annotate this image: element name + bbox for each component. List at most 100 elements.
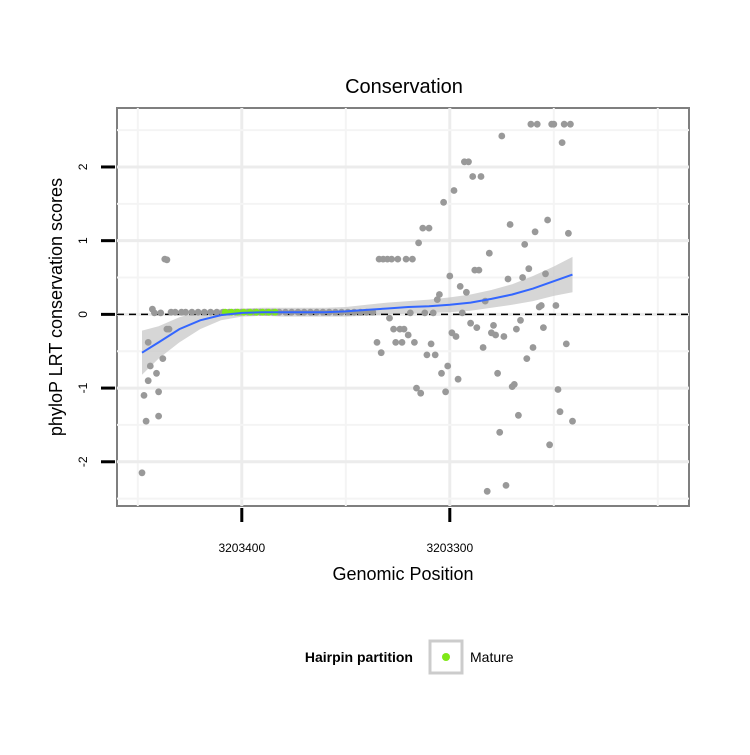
data-point	[438, 369, 445, 377]
data-point	[562, 340, 570, 348]
data-point	[431, 351, 439, 359]
data-point	[163, 256, 171, 264]
data-point	[552, 302, 560, 309]
data-point	[429, 309, 437, 317]
data-point	[436, 291, 443, 298]
data-point	[390, 325, 397, 333]
axes-layer: -2 -1 0 1 2 3203400 3203300	[76, 163, 473, 555]
data-point	[377, 349, 385, 357]
data-point	[537, 302, 545, 309]
data-point	[159, 355, 167, 362]
data-point	[392, 339, 400, 346]
data-point	[425, 224, 433, 232]
data-point	[533, 120, 541, 128]
data-point	[544, 216, 551, 224]
y-tick-label: -1	[76, 382, 90, 393]
data-point	[483, 487, 491, 495]
data-point	[413, 384, 420, 392]
data-point	[140, 392, 148, 399]
data-point	[444, 362, 452, 370]
y-tick-label: 2	[76, 163, 90, 170]
y-tick-label: -2	[76, 456, 90, 467]
data-point	[554, 386, 562, 393]
y-tick-label: 1	[76, 237, 90, 244]
data-point	[373, 339, 381, 346]
data-point	[546, 441, 553, 449]
data-point	[477, 173, 485, 180]
data-point	[155, 388, 163, 396]
data-point	[144, 377, 152, 385]
data-point	[419, 224, 427, 232]
data-point	[463, 288, 470, 296]
data-point	[171, 308, 179, 316]
data-point	[153, 369, 160, 377]
data-point	[469, 173, 477, 180]
data-point	[560, 120, 568, 128]
data-point	[558, 139, 566, 147]
data-point	[440, 198, 447, 206]
legend: Hairpin partition Mature	[305, 639, 514, 675]
data-point	[494, 369, 501, 377]
x-tick-label: 3203400	[218, 541, 265, 555]
data-point	[565, 229, 572, 237]
data-point	[409, 255, 416, 263]
data-point	[151, 309, 158, 317]
data-point	[400, 325, 408, 333]
data-point	[165, 325, 173, 333]
data-point	[155, 412, 163, 420]
data-point	[510, 381, 518, 388]
data-point	[157, 309, 165, 317]
data-point	[517, 316, 524, 324]
data-point	[421, 309, 429, 317]
data-point	[388, 255, 395, 263]
data-point	[523, 355, 531, 362]
data-point	[513, 325, 520, 333]
data-point	[504, 275, 512, 283]
data-point	[427, 340, 435, 348]
data-point	[182, 308, 190, 316]
data-point	[411, 339, 418, 346]
data-point	[527, 120, 535, 128]
data-point	[194, 308, 202, 316]
data-point	[213, 308, 221, 316]
data-point	[433, 296, 441, 303]
data-point	[442, 388, 449, 396]
data-point	[402, 255, 410, 263]
data-point	[138, 469, 146, 477]
data-point	[475, 266, 483, 274]
data-point	[398, 339, 406, 346]
data-point	[406, 309, 414, 317]
data-point	[146, 362, 154, 370]
confidence-band-layer	[142, 256, 573, 375]
data-point	[423, 351, 431, 359]
chart-title: Conservation	[345, 76, 463, 98]
data-point	[394, 255, 402, 263]
data-point	[417, 389, 425, 397]
data-point	[207, 308, 215, 316]
confidence-band	[142, 256, 573, 375]
data-point	[569, 417, 576, 425]
data-point	[144, 339, 152, 346]
data-point	[531, 228, 539, 236]
data-point	[519, 274, 526, 281]
data-point	[467, 319, 474, 327]
x-axis-label: Genomic Position	[332, 564, 473, 584]
data-point	[542, 270, 549, 278]
data-point	[404, 331, 412, 339]
x-tick-label: 3203300	[426, 541, 473, 555]
data-point	[188, 308, 196, 316]
data-point	[525, 265, 533, 273]
data-point	[450, 187, 458, 194]
data-point	[496, 428, 504, 436]
data-point	[465, 158, 472, 166]
legend-key-mature-dot	[442, 653, 450, 661]
data-point	[506, 221, 514, 228]
data-point	[458, 309, 466, 317]
smooth-line-layer	[141, 273, 573, 354]
data-point	[521, 241, 529, 248]
data-point	[454, 375, 462, 383]
data-point	[415, 239, 422, 247]
data-point	[567, 120, 574, 128]
